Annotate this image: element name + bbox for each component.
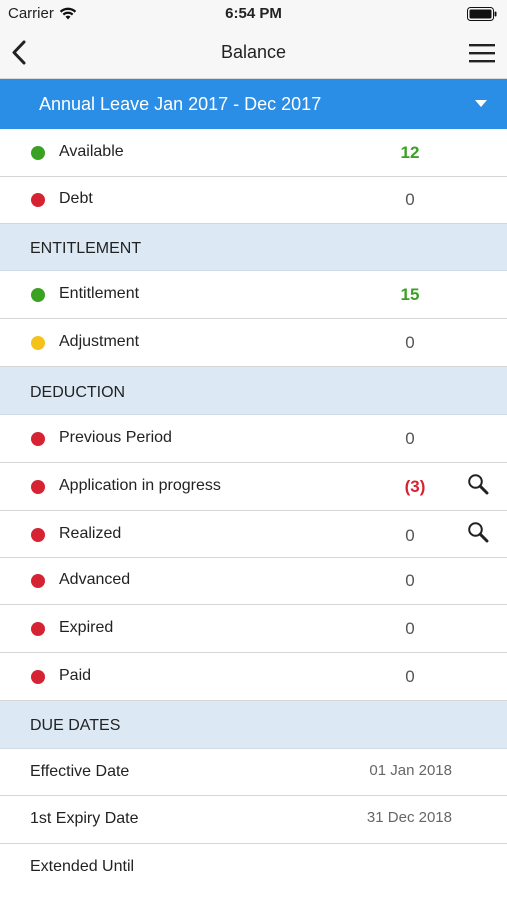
status-dot-red <box>31 528 45 542</box>
row-label: Realized <box>59 525 122 542</box>
row-label: Expired <box>59 619 114 636</box>
due-date-row-first-expiry: 1st Expiry Date 31 Dec 2018 <box>0 796 507 844</box>
page-title: Balance <box>220 42 287 62</box>
row-label: Available <box>59 143 124 160</box>
status-dot-red <box>31 193 45 207</box>
back-chevron-icon[interactable] <box>8 38 32 68</box>
carrier-label: Carrier <box>8 5 54 22</box>
due-date-row-effective: Effective Date 01 Jan 2018 <box>0 749 507 796</box>
row-date-value: 31 Dec 2018 <box>366 809 452 826</box>
status-dot-red <box>31 670 45 684</box>
status-dot-green <box>31 288 45 302</box>
balance-row-advanced: Advanced 0 <box>0 558 507 605</box>
row-value: 0 <box>405 333 415 352</box>
section-title: DUE DATES <box>30 717 121 734</box>
row-label: 1st Expiry Date <box>30 810 139 827</box>
search-icon[interactable] <box>467 473 489 495</box>
row-label: Adjustment <box>59 333 140 350</box>
row-value: 0 <box>405 190 415 209</box>
section-title: ENTITLEMENT <box>30 240 142 257</box>
row-value: (3) <box>404 477 426 496</box>
status-dot-red <box>31 480 45 494</box>
row-value: 12 <box>400 143 420 162</box>
section-header-deduction: DEDUCTION <box>0 367 507 415</box>
balance-row-realized[interactable]: Realized 0 <box>0 511 507 558</box>
leave-period-label: Annual Leave Jan 2017 - Dec 2017 <box>39 94 322 114</box>
section-title: DEDUCTION <box>30 384 126 401</box>
leave-period-dropdown[interactable]: Annual Leave Jan 2017 - Dec 2017 <box>0 79 507 129</box>
status-dot-yellow <box>31 336 45 350</box>
balance-row-application-in-progress[interactable]: Application in progress (3) <box>0 463 507 511</box>
balance-row-entitlement: Entitlement 15 <box>0 271 507 319</box>
hamburger-menu-icon[interactable] <box>469 42 495 64</box>
status-dot-red <box>31 574 45 588</box>
row-label: Extended Until <box>30 858 135 875</box>
row-label: Paid <box>59 667 92 684</box>
status-dot-red <box>31 432 45 446</box>
status-dot-green <box>31 146 45 160</box>
carrier-info: Carrier <box>8 5 77 22</box>
status-dot-red <box>31 622 45 636</box>
section-header-due-dates: DUE DATES <box>0 701 507 749</box>
row-label: Debt <box>59 190 93 207</box>
row-label: Advanced <box>59 571 131 588</box>
row-label: Entitlement <box>59 285 140 302</box>
row-label: Effective Date <box>30 763 130 780</box>
navigation-bar: Balance <box>0 28 507 79</box>
row-value: 0 <box>405 619 415 638</box>
balance-row-debt: Debt 0 <box>0 177 507 224</box>
section-header-entitlement: ENTITLEMENT <box>0 224 507 271</box>
balance-row-paid: Paid 0 <box>0 653 507 701</box>
row-value: 0 <box>405 526 415 545</box>
status-time: 6:54 PM <box>225 5 282 22</box>
balance-row-available: Available 12 <box>0 129 507 177</box>
status-bar: Carrier 6:54 PM <box>0 0 507 28</box>
caret-down-icon <box>475 100 487 107</box>
balance-row-previous-period: Previous Period 0 <box>0 415 507 463</box>
balance-row-adjustment: Adjustment 0 <box>0 319 507 367</box>
row-value: 15 <box>400 285 420 304</box>
row-date-value: 01 Jan 2018 <box>369 762 452 779</box>
row-label: Previous Period <box>59 429 172 446</box>
battery-icon <box>467 7 497 21</box>
row-label: Application in progress <box>59 477 221 494</box>
row-value: 0 <box>405 429 415 448</box>
balance-row-expired: Expired 0 <box>0 605 507 653</box>
row-value: 0 <box>405 667 415 686</box>
search-icon[interactable] <box>467 521 489 543</box>
due-date-row-extended-until: Extended Until <box>0 844 507 900</box>
wifi-icon <box>59 7 77 20</box>
row-value: 0 <box>405 571 415 590</box>
